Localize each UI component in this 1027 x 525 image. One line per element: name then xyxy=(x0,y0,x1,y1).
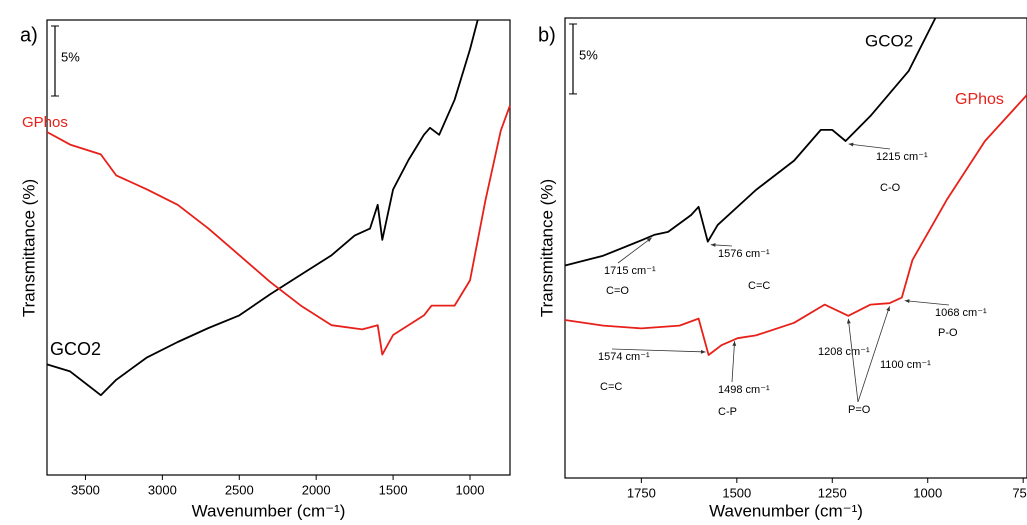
peak-label: 1498 cm⁻¹ xyxy=(718,384,770,396)
bond-label: C=C xyxy=(748,280,770,292)
series-label: GCO2 xyxy=(865,31,913,50)
spectrum-line xyxy=(564,94,1027,356)
y-axis-title: Transmittance (%) xyxy=(537,179,556,317)
spectrum-line xyxy=(46,105,511,356)
arrow-head xyxy=(846,318,851,324)
bond-label: C-P xyxy=(718,406,737,418)
x-tick-label: 2500 xyxy=(225,482,254,497)
x-tick-label: 1500 xyxy=(379,482,408,497)
peak-label: 1215 cm⁻¹ xyxy=(876,151,928,163)
bond-label: P-O xyxy=(938,327,958,339)
arrow xyxy=(857,306,890,403)
x-axis-title: Wavenumber (cm⁻¹) xyxy=(192,501,346,520)
bond-label: C=O xyxy=(606,285,629,297)
scale-bar-label: 5% xyxy=(579,47,598,62)
plot-frame xyxy=(564,17,1027,479)
series-label: GCO2 xyxy=(50,339,101,359)
x-tick-label: 1750 xyxy=(627,485,656,500)
bond-label: C=C xyxy=(600,381,622,393)
x-tick-label: 1000 xyxy=(456,482,485,497)
spectrum-line xyxy=(564,17,937,267)
bond-label: C-O xyxy=(880,182,901,194)
arrow xyxy=(617,237,652,264)
x-tick-label: 3000 xyxy=(148,482,177,497)
peak-label: 1574 cm⁻¹ xyxy=(598,351,650,363)
arrow xyxy=(848,143,891,150)
plot-frame xyxy=(46,19,511,476)
x-tick-label: 750 xyxy=(1012,485,1027,500)
peak-label: 1208 cm⁻¹ xyxy=(818,346,870,358)
peak-label: 1100 cm⁻¹ xyxy=(880,359,931,371)
arrow-head xyxy=(848,142,854,147)
series-label: GPhos xyxy=(22,114,68,131)
x-tick-label: 2000 xyxy=(302,482,331,497)
scale-bar-label: 5% xyxy=(61,49,80,64)
x-axis-title: Wavenumber (cm⁻¹) xyxy=(709,501,863,520)
arrow xyxy=(847,318,859,403)
arrow-head xyxy=(886,306,890,312)
arrow-head xyxy=(732,341,737,346)
bond-label: P=O xyxy=(848,404,871,416)
series-label: GPhos xyxy=(955,91,1004,108)
x-tick-label: 1500 xyxy=(722,485,751,500)
arrow-head xyxy=(700,349,706,354)
x-tick-label: 1250 xyxy=(818,485,847,500)
panel-label: b) xyxy=(538,24,556,46)
x-tick-label: 3500 xyxy=(71,482,100,497)
arrow-head xyxy=(710,243,716,247)
y-axis-title: Transmittance (%) xyxy=(19,179,38,317)
peak-label: 1576 cm⁻¹ xyxy=(718,248,770,260)
arrow xyxy=(904,300,950,306)
panel-label: a) xyxy=(20,24,38,46)
arrow xyxy=(731,341,735,383)
arrow-head xyxy=(904,299,910,304)
peak-label: 1068 cm⁻¹ xyxy=(935,307,987,319)
x-tick-label: 1000 xyxy=(913,485,942,500)
spectrum-line xyxy=(46,19,479,397)
peak-label: 1715 cm⁻¹ xyxy=(604,265,656,277)
arrow-head xyxy=(646,237,652,243)
arrow xyxy=(611,348,706,353)
